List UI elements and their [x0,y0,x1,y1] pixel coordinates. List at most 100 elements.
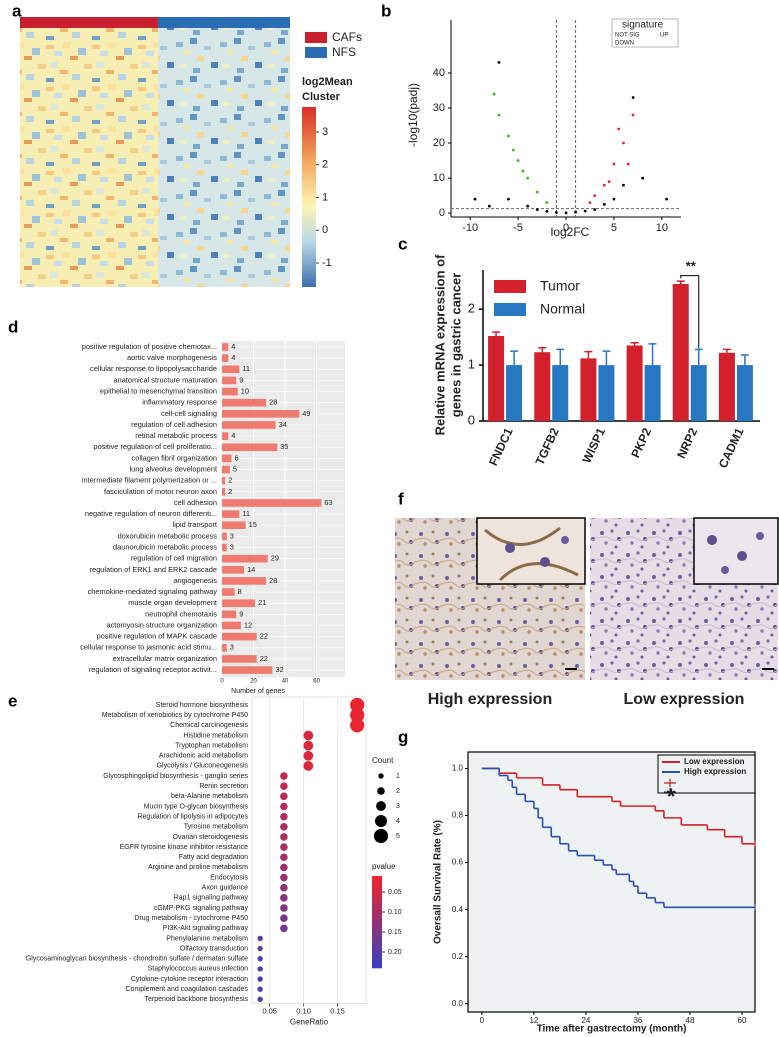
dot [350,718,365,733]
point [526,176,530,180]
y-tick-label: Regulation of lipolysis in adipocytes [137,813,248,820]
panel-label: d [8,317,18,336]
x-tick-label: 40 [282,679,289,685]
point [545,209,549,213]
y-tick-label: 1.0 [452,764,464,773]
x-axis-label: log2FC [551,225,590,239]
value-label: 21 [258,598,266,607]
y-tick-label: regulation of cell adhesion [131,420,217,429]
value-label: 4 [231,431,235,440]
y-tick-label: Axon guidance [202,885,248,892]
error-bar [740,354,749,366]
x-tick-label: 5 [611,222,617,234]
colorbar-segment [372,912,382,917]
value-label: 63 [324,498,332,507]
bar [222,354,229,362]
bar [222,488,226,496]
y-tick-label: Terpenoid backbone biosynthesis [144,996,248,1003]
y-tick-label: cell-cell signaling [161,409,217,418]
value-label: 12 [244,620,252,629]
y-axis-label: -log10(padj) [406,83,420,147]
size-legend-dot [377,787,385,795]
y-tick-label: Arachidonic acid metabolism [159,753,248,760]
point [617,127,621,131]
point [612,162,616,166]
colorbar-segment [372,964,382,969]
y-tick-label: positive regulation of positive chemotax… [82,342,217,351]
value-label: 6 [234,453,238,462]
y-tick-label: muscle organ development [128,598,217,607]
y-tick-label: 40 [433,67,445,79]
y-tick-label: EGFR tyrosine kinase inhibitor resistanc… [120,844,248,851]
y-tick-label: cGMP-PKG signaling pathway [154,905,249,912]
y-tick-label: Phenylalanine metabolism [166,935,248,942]
point [574,210,577,214]
bar [222,521,246,530]
colorbar-segment [372,906,382,911]
bar [222,343,229,351]
bar [644,365,661,421]
dot [280,802,288,811]
y-tick-label: Tyrosine metabolism [184,824,248,831]
y-tick-label: 10 [433,172,445,184]
colorbar-segment [372,888,382,892]
bar [222,476,226,485]
error-bar [556,348,565,366]
error-bar [648,343,657,366]
legend-label: CAFs [332,30,362,44]
bar [222,543,227,552]
plot-background [467,751,756,1013]
value-label: 34 [279,420,287,429]
dot [280,853,288,862]
error-bar [676,280,685,284]
value-label: 9 [239,375,243,384]
legend-box [657,754,756,794]
legend-label: Normal [540,301,585,317]
bar [222,588,235,596]
y-tick-label: Drug metabolism - cytochrome P450 [134,915,248,922]
bar [506,365,523,421]
value-label: 28 [269,398,277,407]
bar [222,443,278,452]
bar [222,643,227,652]
y-tick-label: Arginine and proline metabolism [148,864,248,871]
point [507,134,510,138]
bar [222,376,237,385]
value-label: 3 [230,531,234,540]
y-tick-label: 0.6 [452,858,464,867]
x-tick-label: TGFB2 [533,425,562,467]
y-tick-label: doxorubicin metabolic process [118,531,218,540]
legend-marker [664,788,676,796]
error-bar [602,350,611,366]
y-tick-label: Rap1 signaling pathway [174,895,249,902]
x-tick-label: 0 [480,1016,485,1025]
value-label: 22 [260,632,268,641]
panel-label: c [398,234,407,253]
point [631,113,635,117]
error-bar [694,348,703,366]
dot [280,894,288,902]
color-legend-title: pvalue [372,862,396,871]
bar [222,432,229,440]
y-tick-label: retinal metabolic process [135,431,217,440]
y-tick-label: Cytokine-cytokine receptor interaction [131,976,248,983]
y-tick-label: intermediate filament polymerization or … [82,476,217,485]
colorbar-segment [372,940,382,944]
colorbar-segment [372,894,382,898]
value-label: 28 [269,576,277,585]
group-bar [20,17,158,28]
value-label: 2 [228,487,232,496]
size-legend-label: 1 [396,773,400,780]
bar [534,352,551,421]
x-tick-label: 12 [529,1016,538,1025]
y-tick-label: Chemical carcinogenesis [170,722,248,729]
panel-label: b [381,1,391,20]
point [612,197,616,201]
value-label: 35 [280,442,288,451]
point [564,211,568,215]
y-tick-label: regulation of signaling receptor activit… [89,665,217,674]
colorbar-segment [372,909,382,914]
size-legend-label: 3 [396,803,400,810]
dot [280,812,288,821]
